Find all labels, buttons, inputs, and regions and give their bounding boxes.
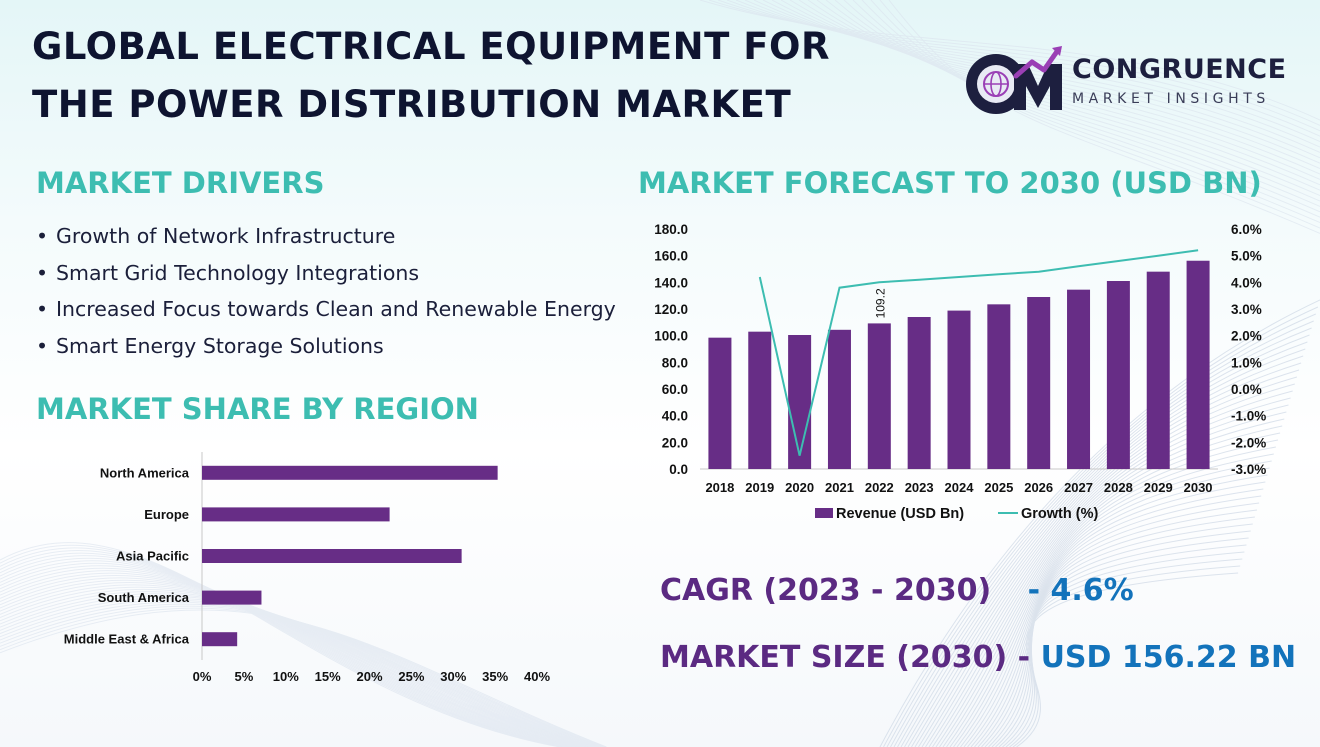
- market-drivers-list: • Growth of Network Infrastructure • Smart …: [36, 221, 616, 367]
- market-size-separator: -: [1017, 640, 1031, 675]
- cm-logo-mark: [966, 46, 1062, 114]
- logo-tagline: MARKET INSIGHTS: [1072, 91, 1270, 107]
- region-category-label: Middle East & Africa: [64, 632, 190, 647]
- cagr-separator: -: [1027, 573, 1041, 608]
- market-forecast-heading: MARKET FORECAST TO 2030 (USD BN): [638, 166, 1262, 200]
- region-x-tick: 40%: [524, 669, 550, 684]
- market-size-value: USD 156.22 BN: [1040, 640, 1297, 675]
- region-bar: [202, 465, 498, 480]
- bullet-icon: •: [36, 297, 49, 321]
- region-category-label: Europe: [144, 507, 189, 522]
- page-title-line-1: GLOBAL ELECTRICAL EQUIPMENT FOR: [32, 25, 830, 68]
- driver-item: • Increased Focus towards Clean and Renew…: [36, 294, 616, 331]
- page-title: GLOBAL ELECTRICAL EQUIPMENT FOR THE POWE…: [32, 18, 830, 134]
- driver-text: Increased Focus towards Clean and Renewa…: [56, 297, 616, 321]
- region-x-tick: 30%: [440, 669, 466, 684]
- driver-text: Smart Energy Storage Solutions: [56, 333, 384, 358]
- region-x-tick: 15%: [315, 669, 341, 684]
- cagr-label: CAGR (2023 - 2030): [660, 573, 992, 608]
- region-bar: [202, 590, 262, 605]
- logo-name: CONGRUENCE: [1072, 54, 1287, 85]
- market-share-heading: MARKET SHARE BY REGION: [36, 392, 479, 426]
- region-x-tick: 25%: [398, 669, 424, 684]
- driver-text: Growth of Network Infrastructure: [56, 224, 396, 248]
- cagr-kpi: CAGR (2023 - 2030) - 4.6%: [660, 573, 1134, 608]
- region-bar: [202, 632, 238, 647]
- page-title-line-2: THE POWER DISTRIBUTION MARKET: [32, 83, 792, 126]
- region-bar: [202, 549, 462, 563]
- region-category-label: North America: [100, 465, 190, 480]
- market-drivers-heading: MARKET DRIVERS: [36, 166, 325, 200]
- region-bar: [202, 507, 390, 522]
- driver-text: Smart Grid Technology Integrations: [56, 260, 420, 285]
- region-category-label: South America: [98, 590, 190, 605]
- region-x-tick: 10%: [273, 669, 299, 684]
- bullet-icon: •: [36, 260, 49, 285]
- driver-item: • Growth of Network Infrastructure: [36, 221, 616, 258]
- region-category-label: Asia Pacific: [116, 549, 189, 564]
- driver-item: • Smart Grid Technology Integrations: [36, 258, 616, 295]
- market-size-label: MARKET SIZE (2030): [660, 640, 1008, 675]
- bullet-icon: •: [36, 333, 49, 358]
- driver-item: • Smart Energy Storage Solutions: [36, 331, 616, 368]
- market-size-kpi: MARKET SIZE (2030) - USD 156.22 BN: [660, 640, 1296, 675]
- bullet-icon: •: [36, 224, 49, 248]
- region-x-tick: 20%: [356, 669, 382, 684]
- brand-logo: CONGRUENCE MARKET INSIGHTS: [962, 40, 1292, 120]
- cagr-value: 4.6%: [1050, 573, 1134, 608]
- region-share-chart: North America Europe Asia Pacific South Ame…: [64, 452, 550, 684]
- region-x-tick: 35%: [482, 669, 508, 684]
- region-x-tick: 5%: [234, 669, 253, 684]
- region-x-tick: 0%: [193, 669, 212, 684]
